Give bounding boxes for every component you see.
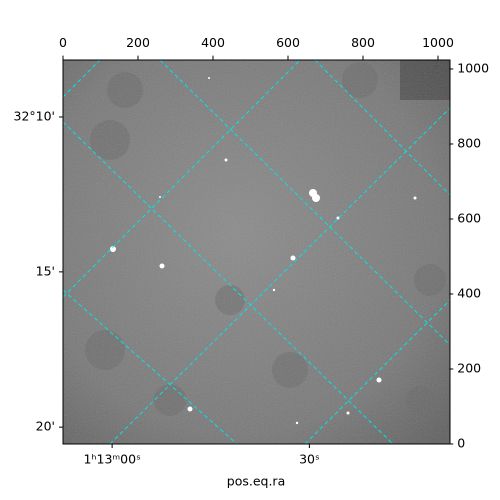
y2-tick-label: 1000 <box>457 60 489 75</box>
y2-tick-label: 800 <box>457 135 481 150</box>
x-tick-label: 800 <box>351 35 375 50</box>
dec-tick-label: 15' <box>36 263 55 278</box>
x-tick-label: 400 <box>201 35 225 50</box>
coordinate-grid <box>63 60 450 444</box>
x-tick-label: 1000 <box>422 35 454 50</box>
dec-tick-label: 20' <box>36 419 55 434</box>
y2-tick-label: 400 <box>457 285 481 300</box>
ra-tick-label: 1ʰ13ᵐ00ˢ <box>83 452 140 467</box>
y2-tick-label: 0 <box>457 436 465 451</box>
y2-tick-label: 600 <box>457 210 481 225</box>
ra-tick-label: 30ˢ <box>299 452 320 467</box>
sky-image <box>63 60 450 444</box>
frame <box>62 59 451 445</box>
x-tick-label: 200 <box>126 35 150 50</box>
x-tick-label: 0 <box>59 35 67 50</box>
dec-tick-label: 32°10' <box>14 108 56 123</box>
x-axis-label: pos.eq.ra <box>227 474 285 489</box>
x-tick-label: 600 <box>276 35 300 50</box>
y2-tick-label: 200 <box>457 360 481 375</box>
